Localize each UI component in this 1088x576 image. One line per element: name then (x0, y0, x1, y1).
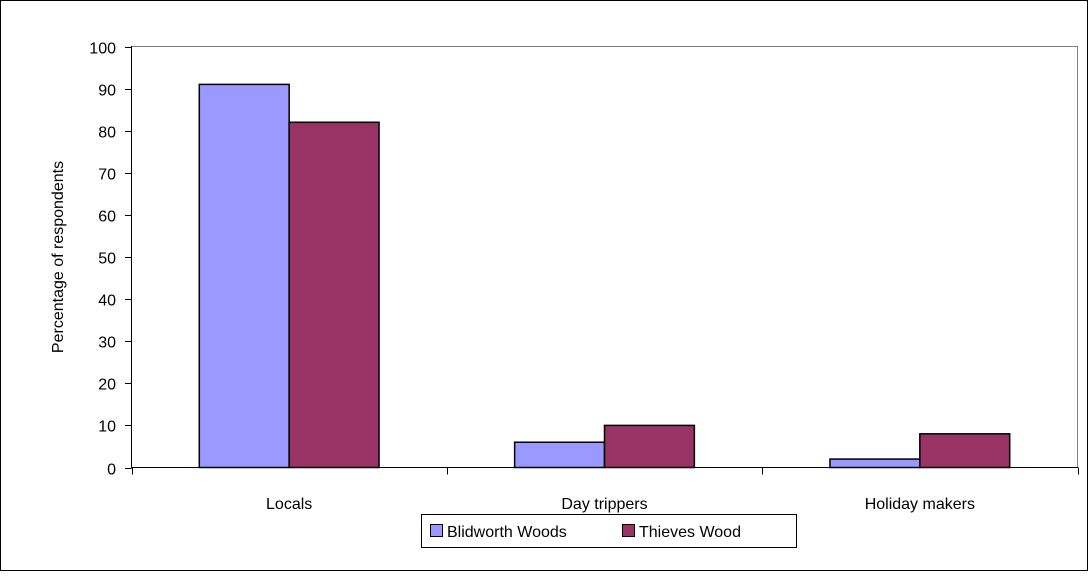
bar-blidworth-woods-locals (198, 83, 290, 469)
y-tick-label: 10 (98, 419, 116, 436)
x-tick-label: Day trippers (561, 496, 647, 513)
bar-thieves-wood-locals (288, 121, 380, 469)
legend-box (421, 514, 797, 548)
y-tick-label: 70 (98, 167, 116, 184)
x-tick-label: Holiday makers (865, 496, 975, 513)
legend-swatch (430, 524, 443, 537)
legend-label: Blidworth Woods (447, 524, 567, 541)
y-tick-label: 0 (107, 462, 116, 479)
y-tick-label: 50 (98, 251, 116, 268)
y-tick-label: 100 (89, 41, 116, 58)
y-axis-label: Percentage of respondents (50, 161, 67, 353)
x-tick-label: Locals (266, 496, 312, 513)
y-tick-label: 40 (98, 293, 116, 310)
y-tick-label: 20 (98, 377, 116, 394)
y-tick-label: 90 (98, 83, 116, 100)
legend-label: Thieves Wood (639, 524, 741, 541)
x-axis-ticks: Locals Day trippers Holiday makers (132, 467, 1079, 513)
y-tick-label: 30 (98, 335, 116, 352)
bar-thieves-wood-day-trippers (603, 424, 696, 469)
y-tick-label: 60 (98, 209, 116, 226)
bar-blidworth-woods-day-trippers (513, 441, 606, 469)
legend-swatch (622, 524, 635, 537)
bar-thieves-wood-holiday-makers (919, 433, 1011, 469)
y-tick-label: 80 (98, 125, 116, 142)
legend: Blidworth Woods Thieves Wood (430, 524, 741, 541)
bar-blidworth-woods-holiday-makers (829, 458, 921, 469)
y-axis-ticks: 0 10 20 30 40 50 60 70 80 90 100 (89, 41, 132, 479)
